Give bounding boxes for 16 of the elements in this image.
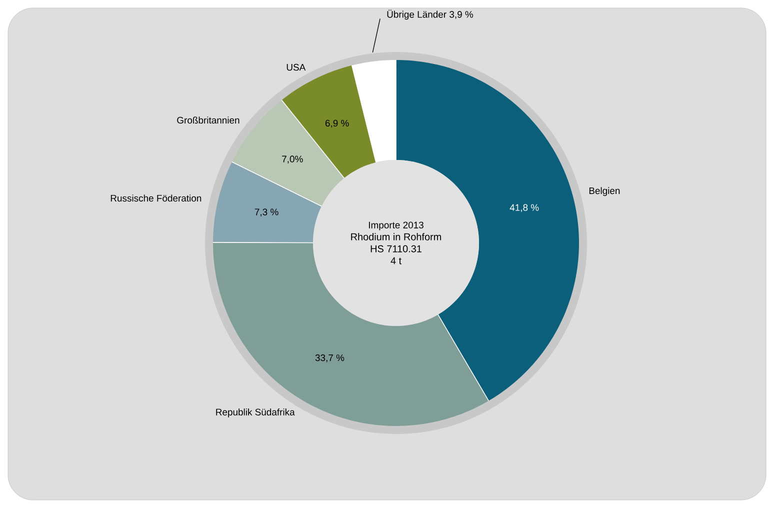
text: HS 7110.31: [370, 245, 422, 252]
slice-label: Republik Südafrika: [216, 408, 295, 418]
data-label: 6,9 %: [325, 120, 349, 128]
slice-label: Übrige Länder: [387, 10, 446, 20]
slice-label: Großbritannien: [177, 116, 240, 124]
data-label: 3,9 %: [450, 11, 474, 19]
data-label: 7,3 %: [254, 208, 278, 216]
data-label: 33,7 %: [315, 354, 344, 362]
text: Importe 2013: [368, 222, 424, 230]
data-label: 41,8 %: [510, 204, 539, 212]
slice-label: USA: [286, 64, 306, 71]
slice-label: Russische Föderation: [110, 194, 202, 202]
text: 4 t: [390, 257, 402, 264]
data-label: 7,0%: [282, 156, 303, 164]
text: Rhodium in Rohform: [351, 233, 441, 240]
slice-label: Belgien: [589, 187, 620, 196]
